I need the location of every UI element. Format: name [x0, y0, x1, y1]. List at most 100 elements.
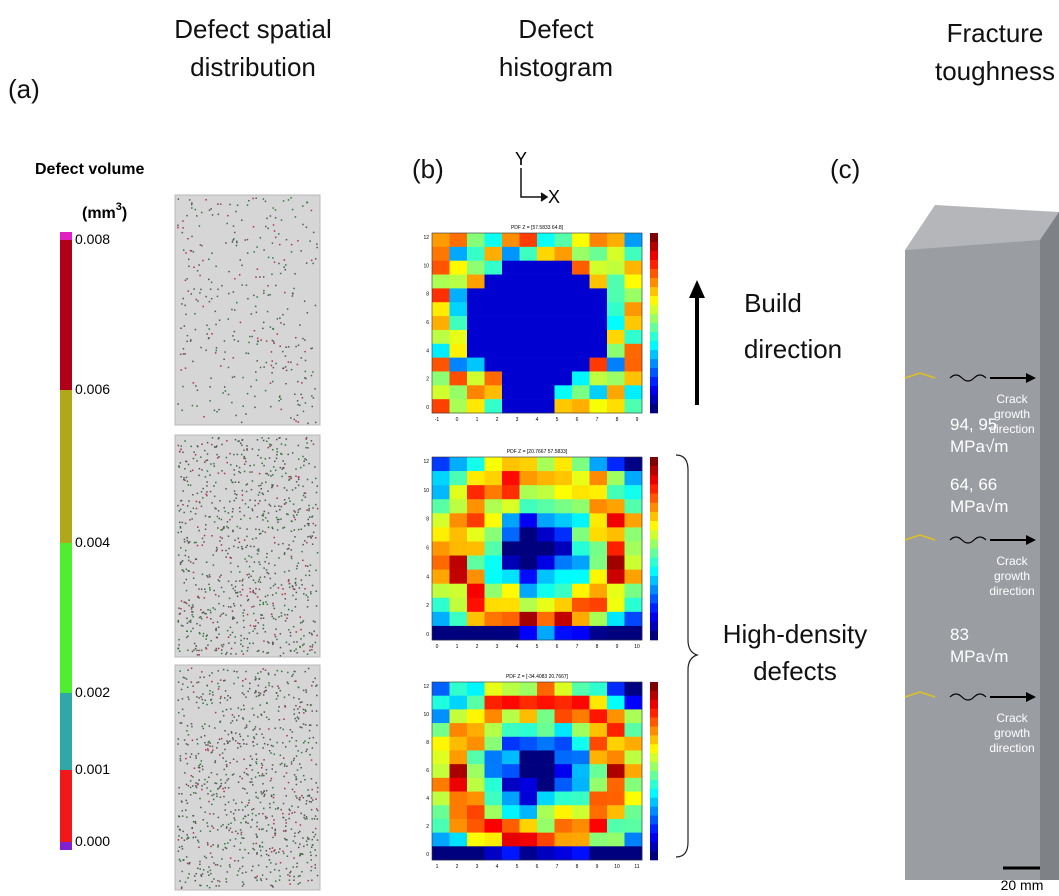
- defect-dot: [292, 295, 294, 297]
- defect-dot: [254, 628, 256, 630]
- hist-cell: [450, 709, 468, 723]
- defect-dot: [269, 294, 271, 296]
- defect-dot: [258, 695, 260, 697]
- defect-dot: [305, 689, 307, 691]
- defect-dot: [212, 214, 214, 216]
- defect-dot: [275, 863, 277, 865]
- defect-dot: [285, 839, 287, 841]
- toughness-value: 64, 66: [950, 475, 997, 494]
- defect-dot: [273, 819, 275, 821]
- defect-dot: [215, 352, 217, 354]
- defect-dot: [266, 362, 268, 364]
- hist-cell: [607, 696, 625, 710]
- defect-dot: [222, 646, 224, 648]
- defect-dot: [242, 739, 244, 741]
- defect-dot: [277, 808, 279, 810]
- defect-dot: [221, 470, 223, 472]
- defect-dot: [179, 522, 181, 524]
- defect-dot: [308, 505, 310, 507]
- defect-dot: [235, 581, 237, 583]
- hist-xtick: 0: [436, 644, 439, 650]
- defect-dot: [225, 787, 227, 789]
- defect-dot: [227, 842, 229, 844]
- defect-dot: [214, 496, 216, 498]
- defect-dot: [280, 273, 282, 275]
- defect-dot: [270, 587, 272, 589]
- defect-dot: [315, 258, 317, 260]
- defect-dot: [205, 199, 207, 201]
- hist-cell: [590, 750, 608, 764]
- hist-cell: [590, 598, 608, 612]
- defect-dot: [193, 382, 195, 384]
- defect-dot: [271, 613, 273, 615]
- defect-dot: [274, 728, 276, 730]
- hist-xtick: 8: [616, 417, 619, 423]
- defect-dot: [270, 885, 272, 887]
- hist-cell: [607, 499, 625, 513]
- hist-cell: [625, 846, 643, 860]
- defect-dot: [197, 526, 199, 528]
- defect-dot: [253, 226, 255, 228]
- defect-dot: [295, 337, 297, 339]
- defect-dot: [298, 509, 300, 511]
- hist-cell: [450, 513, 468, 527]
- defect-dot: [262, 328, 264, 330]
- hist-cell: [467, 527, 485, 541]
- defect-dot: [216, 650, 218, 652]
- defect-dot: [294, 517, 296, 519]
- defect-dot: [249, 336, 251, 338]
- defect-dot: [295, 598, 297, 600]
- defect-dot: [208, 516, 210, 518]
- defect-dot: [261, 855, 263, 857]
- defect-dot: [259, 276, 261, 278]
- hist-cell: [432, 696, 450, 710]
- defect-dot: [282, 742, 284, 744]
- hist-cell: [520, 792, 538, 806]
- defect-dot: [305, 751, 307, 753]
- defect-dot: [290, 632, 292, 634]
- hist-cell: [502, 499, 520, 513]
- hist-cell: [520, 778, 538, 792]
- defect-dot: [296, 866, 298, 868]
- hist-colorbar: [650, 359, 658, 368]
- hist-cell: [450, 737, 468, 751]
- defect-dot: [290, 362, 292, 364]
- crack-note: Crack: [996, 392, 1028, 406]
- hist-cell: [607, 792, 625, 806]
- defect-dot: [306, 803, 308, 805]
- defect-dot: [248, 573, 250, 575]
- defect-dot: [250, 591, 252, 593]
- defect-dot: [312, 406, 314, 408]
- defect-dot: [186, 603, 188, 605]
- defect-dot: [271, 372, 273, 374]
- defect-dot: [267, 447, 269, 449]
- defect-dot: [285, 366, 287, 368]
- defect-dot: [230, 479, 232, 481]
- defect-dot: [180, 445, 182, 447]
- defect-dot: [214, 650, 216, 652]
- defect-dot: [266, 652, 268, 654]
- defect-dot: [305, 360, 307, 362]
- hist-cell: [520, 556, 538, 570]
- defect-dot: [201, 876, 203, 878]
- defect-dot: [214, 762, 216, 764]
- defect-dot: [244, 788, 246, 790]
- hist-cell: [625, 584, 643, 598]
- defect-dot: [310, 852, 312, 854]
- hist-xtick: 9: [596, 864, 599, 870]
- hist-ytick: 2: [426, 824, 429, 830]
- hist-colorbar: [650, 807, 658, 816]
- defect-dot: [234, 331, 236, 333]
- hist-cell: [555, 344, 573, 358]
- defect-dot: [275, 363, 277, 365]
- defect-dot: [256, 734, 258, 736]
- defect-dot: [239, 507, 241, 509]
- hist-ytick: 0: [426, 632, 429, 638]
- defect-dot: [260, 850, 262, 852]
- defect-dot: [211, 333, 213, 335]
- defect-dot: [264, 794, 266, 796]
- defect-dot: [197, 868, 199, 870]
- defect-dot: [292, 292, 294, 294]
- defect-dot: [266, 557, 268, 559]
- defect-dot: [186, 730, 188, 732]
